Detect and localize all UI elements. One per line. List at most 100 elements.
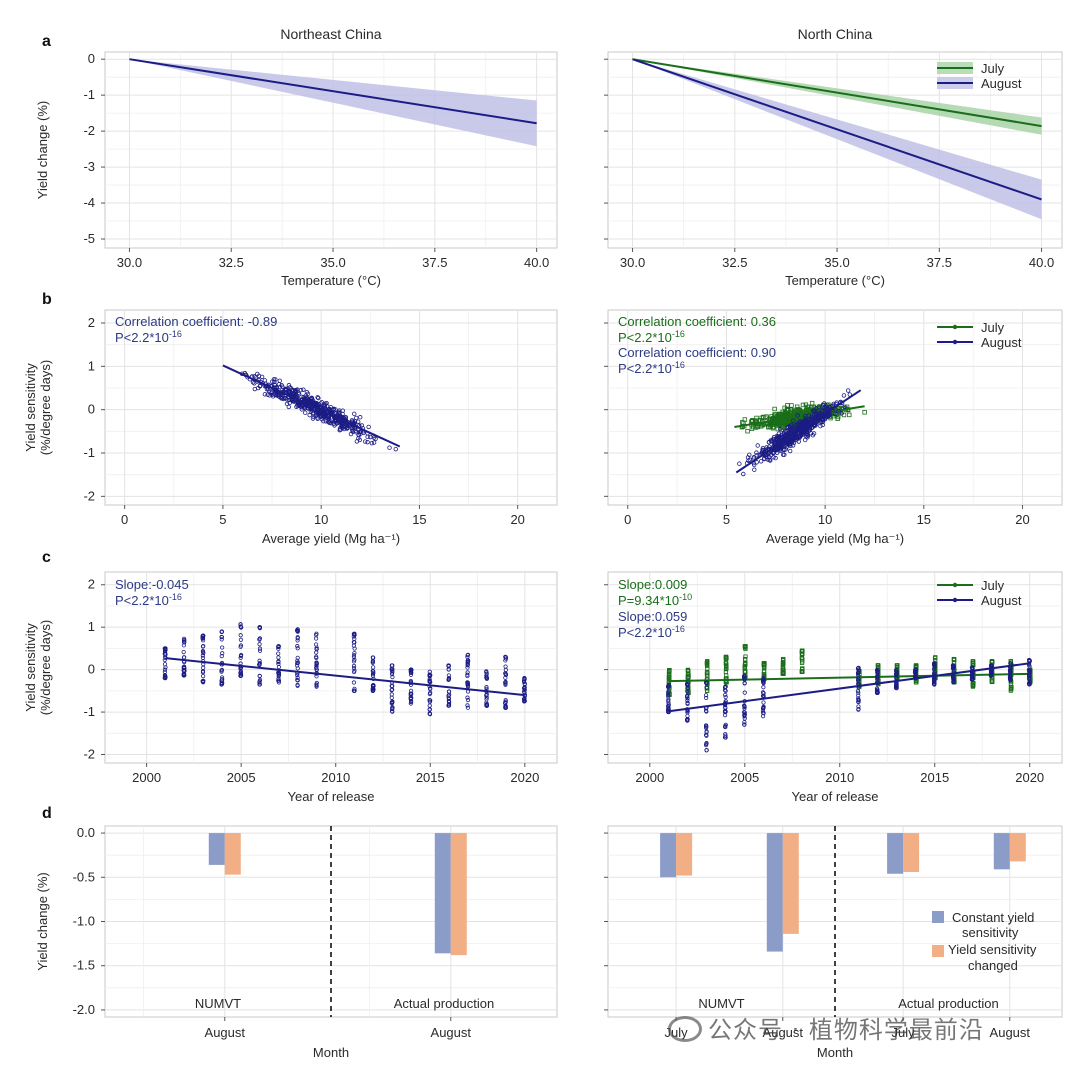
- c-right-border: [607, 571, 1063, 764]
- data-point: [276, 661, 281, 667]
- data-point: [257, 637, 262, 642]
- data-point: [764, 445, 769, 450]
- data-point: [780, 452, 786, 457]
- data-point: [503, 655, 509, 660]
- data-point: [704, 685, 709, 690]
- data-point: [894, 686, 899, 691]
- data-point: [353, 428, 358, 433]
- data-point: [238, 624, 243, 629]
- data-point: [989, 672, 994, 677]
- data-point: [932, 661, 937, 666]
- fit-line-august: [735, 389, 862, 474]
- data-point: [390, 706, 395, 711]
- x-axis-label: Temperature (°C): [281, 273, 381, 288]
- data-point: [1027, 675, 1032, 680]
- data-point: [764, 414, 769, 419]
- data-point: [704, 693, 709, 698]
- x-tick-label: 5: [723, 512, 730, 527]
- data-point: [269, 389, 275, 395]
- data-point: [503, 703, 508, 709]
- bar-changed: [450, 833, 467, 956]
- data-point: [521, 685, 527, 691]
- data-point: [465, 672, 470, 677]
- y-axis-label: Yield change (%): [35, 872, 50, 971]
- data-point: [350, 425, 355, 430]
- data-point: [970, 676, 975, 681]
- x-tick-label: 2020: [510, 770, 539, 785]
- data-point: [314, 682, 319, 687]
- legend-point-july: [952, 582, 958, 588]
- data-point: [761, 414, 766, 420]
- data-point: [366, 424, 371, 430]
- data-point: [238, 653, 244, 659]
- data-point: [465, 705, 471, 710]
- y-tick-label: 0: [88, 402, 95, 417]
- data-point: [685, 696, 690, 701]
- data-point: [465, 665, 470, 670]
- data-point: [685, 693, 690, 699]
- trend-line-july: [632, 58, 1042, 128]
- data-point: [773, 455, 778, 461]
- data-point: [685, 686, 690, 691]
- data-point: [722, 685, 728, 690]
- x-axis-label: Month: [817, 1045, 853, 1060]
- data-point: [390, 687, 395, 692]
- data-point: [238, 643, 244, 648]
- data-point: [316, 395, 321, 401]
- data-point: [780, 409, 785, 415]
- data-point: [283, 395, 288, 401]
- data-point: [832, 411, 838, 416]
- data-point: [914, 663, 919, 668]
- data-point: [805, 404, 810, 410]
- data-point: [839, 411, 844, 416]
- data-point: [932, 681, 937, 687]
- data-point: [239, 673, 244, 678]
- data-point: [875, 690, 880, 695]
- bar-constant: [208, 833, 225, 865]
- data-point: [295, 675, 300, 680]
- data-point: [970, 665, 975, 670]
- data-point: [257, 680, 262, 685]
- data-point: [351, 680, 357, 685]
- data-point: [446, 689, 452, 694]
- data-point: [314, 665, 319, 670]
- data-point: [970, 683, 976, 689]
- data-point: [704, 670, 710, 675]
- data-point: [703, 723, 709, 728]
- y-tick-label: -5: [83, 231, 95, 246]
- data-point: [219, 634, 224, 640]
- data-point: [971, 681, 976, 686]
- x-tick-label: 15: [917, 512, 931, 527]
- data-point: [794, 404, 800, 409]
- data-point: [745, 428, 750, 434]
- data-point: [522, 696, 527, 702]
- data-point: [181, 655, 187, 660]
- data-point: [856, 678, 861, 683]
- data-point: [314, 684, 319, 689]
- x-tick-label: 0: [624, 512, 631, 527]
- data-point: [200, 653, 205, 658]
- data-point: [743, 646, 748, 651]
- data-point: [351, 654, 357, 660]
- annotation-p-value: P<2.2*10-16: [618, 329, 685, 345]
- x-tick-label: 20: [510, 512, 524, 527]
- data-point: [286, 383, 292, 388]
- data-point: [722, 688, 728, 693]
- data-point: [295, 661, 300, 666]
- data-point: [309, 395, 314, 400]
- y-tick-label: -2: [83, 747, 95, 762]
- data-point: [200, 670, 206, 675]
- panel-title: Northeast China: [280, 26, 381, 42]
- data-point: [257, 642, 262, 647]
- x-tick-label: 2010: [825, 770, 854, 785]
- data-point: [503, 705, 508, 710]
- data-point: [742, 713, 747, 718]
- annotation-p-value-exponent: -16: [672, 360, 685, 370]
- data-point: [810, 432, 816, 438]
- data-point: [704, 748, 709, 753]
- data-point: [841, 393, 847, 398]
- legend-label-constant: Constant yield: [952, 910, 1034, 925]
- data-point: [666, 683, 671, 688]
- data-point: [427, 698, 432, 703]
- data-point: [760, 690, 766, 695]
